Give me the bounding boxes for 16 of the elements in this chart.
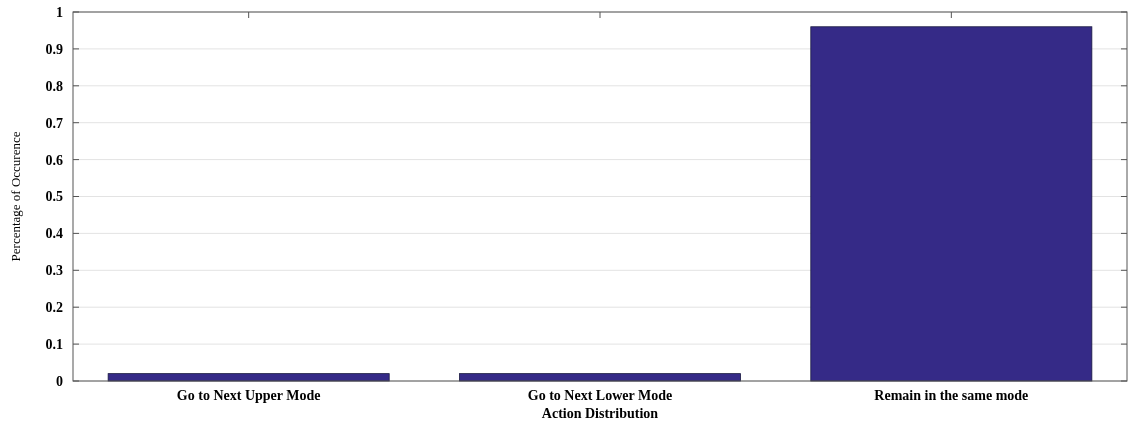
x-tick-label: Go to Next Lower Mode — [527, 388, 673, 403]
x-tick-label: Remain in the same mode — [874, 388, 1029, 403]
y-tick-label: 0.7 — [45, 115, 63, 131]
x-tick-label: Go to Next Upper Mode — [176, 388, 321, 403]
y-tick-label: 0.1 — [45, 337, 63, 352]
y-tick-label: 0.5 — [45, 189, 63, 205]
y-axis-title: Percentage of Occurence — [8, 131, 23, 262]
y-tick-label: 1 — [56, 4, 63, 20]
y-tick-label: 0.3 — [45, 263, 63, 279]
x-axis-title: Action Distribution — [541, 406, 659, 421]
y-tick-label: 0.6 — [45, 152, 63, 168]
y-tick-label: 0.9 — [45, 41, 63, 57]
y-tick-label: 0.8 — [45, 78, 63, 94]
y-tick-label: 0.2 — [45, 300, 63, 316]
y-tick-label: 0.4 — [45, 226, 63, 242]
y-tick-label: 0 — [56, 373, 63, 389]
